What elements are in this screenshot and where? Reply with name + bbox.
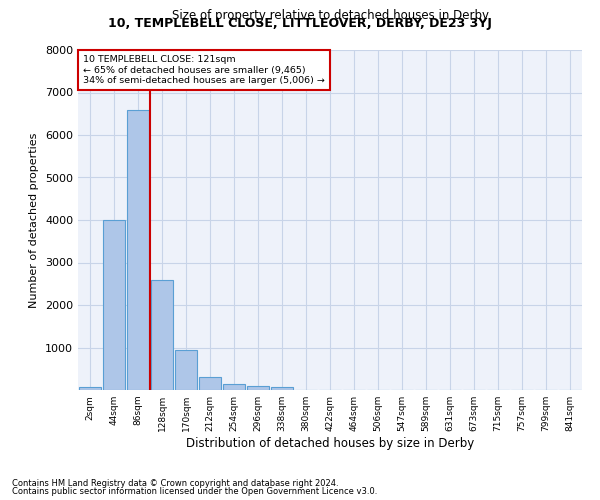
Title: Size of property relative to detached houses in Derby: Size of property relative to detached ho… (172, 10, 488, 22)
Bar (175, 350, 197, 390)
Text: 10, TEMPLEBELL CLOSE, LITTLEOVER, DERBY, DE23 3YJ: 10, TEMPLEBELL CLOSE, LITTLEOVER, DERBY,… (108, 18, 492, 30)
Bar (247, 386, 269, 390)
X-axis label: Distribution of detached houses by size in Derby: Distribution of detached houses by size … (186, 437, 474, 450)
Bar (271, 387, 293, 390)
Bar (199, 377, 221, 390)
Bar (79, 387, 101, 390)
Bar (127, 110, 149, 390)
Y-axis label: Number of detached properties: Number of detached properties (29, 132, 40, 308)
Bar (223, 384, 245, 390)
Text: Contains HM Land Registry data © Crown copyright and database right 2024.: Contains HM Land Registry data © Crown c… (12, 478, 338, 488)
Text: 10 TEMPLEBELL CLOSE: 121sqm
← 65% of detached houses are smaller (9,465)
34% of : 10 TEMPLEBELL CLOSE: 121sqm ← 65% of det… (83, 55, 325, 85)
Bar (151, 280, 173, 390)
Text: Contains public sector information licensed under the Open Government Licence v3: Contains public sector information licen… (12, 487, 377, 496)
Bar (103, 220, 125, 390)
